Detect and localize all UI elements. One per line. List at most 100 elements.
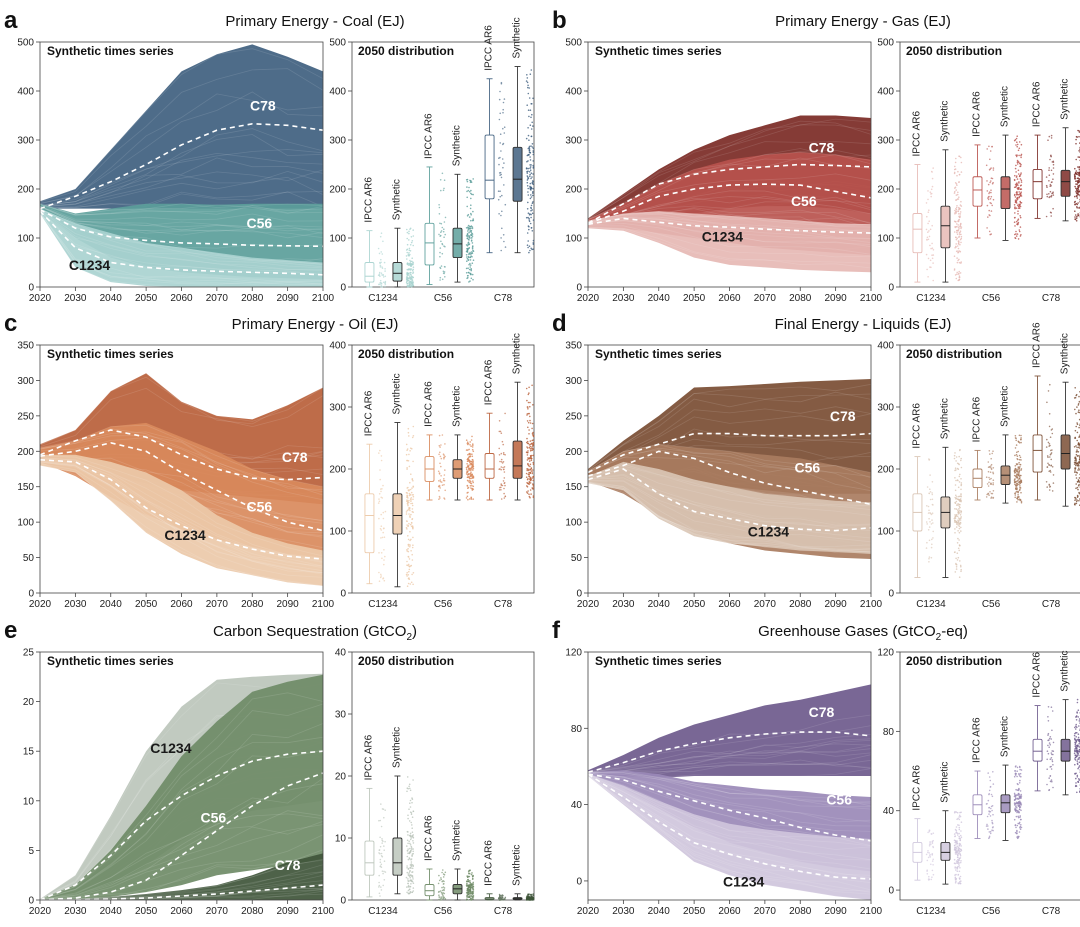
dist-point <box>531 121 533 124</box>
trajectory-line <box>40 203 323 216</box>
dist-point <box>1013 194 1016 197</box>
dist-point <box>955 526 958 528</box>
dist-point <box>532 125 534 127</box>
dist-point <box>956 230 958 232</box>
dist-point <box>466 463 468 465</box>
dist-point <box>926 869 928 871</box>
dist-point <box>530 227 533 229</box>
dist-point <box>379 845 382 848</box>
box-label: Synthetic <box>1000 716 1011 757</box>
dist-point <box>377 274 380 277</box>
x-tick-label: 2020 <box>577 293 600 304</box>
dist-point <box>931 860 934 862</box>
dist-point <box>1019 487 1022 489</box>
dist-point <box>443 454 445 457</box>
dist-point <box>526 81 529 84</box>
dist-point <box>991 822 994 825</box>
dist-point <box>989 478 991 481</box>
dist-point <box>411 801 413 804</box>
dist-point <box>987 183 990 186</box>
x-tick-label: 2020 <box>29 293 52 304</box>
dist-point <box>954 187 956 189</box>
dist-point <box>989 830 992 833</box>
dist-point <box>928 830 931 833</box>
trajectory-line <box>40 204 323 216</box>
dist-point <box>468 190 471 193</box>
dist-point <box>467 498 469 501</box>
dist-point <box>1048 193 1050 195</box>
dist-point <box>988 835 991 838</box>
dist-point <box>957 817 959 820</box>
dist-point <box>958 544 961 547</box>
dist-point <box>412 836 414 838</box>
dist-point <box>1020 479 1023 482</box>
dist-point <box>928 845 931 847</box>
dist-point <box>955 221 957 223</box>
dist-point <box>470 474 472 477</box>
dist-y-tick-label: 0 <box>340 589 346 600</box>
trajectory-line <box>588 482 871 553</box>
dist-point <box>468 263 470 266</box>
dist-point <box>498 213 500 215</box>
dist-point <box>529 222 532 225</box>
dist-point <box>1016 182 1018 184</box>
dist-point <box>1018 788 1020 791</box>
dist-point <box>1077 469 1079 471</box>
dist-point <box>380 573 382 576</box>
dist-point <box>955 494 957 497</box>
y-tick-label: 0 <box>576 589 582 600</box>
dist-point <box>471 219 474 222</box>
dist-point <box>1076 439 1078 442</box>
dist-point <box>471 227 474 230</box>
dist-point <box>1073 734 1076 737</box>
distribution-frame <box>351 41 535 288</box>
box-label: IPCC AR6 <box>972 91 983 137</box>
dist-point <box>1078 409 1080 412</box>
dist-point <box>467 891 469 894</box>
dist-point <box>499 133 502 135</box>
dist-point <box>1019 772 1022 775</box>
dist-point <box>532 243 535 245</box>
dist-point <box>956 233 959 236</box>
dist-point <box>504 454 506 456</box>
dist-point <box>1049 766 1051 768</box>
dist-point <box>1074 437 1076 439</box>
dist-point <box>954 514 956 516</box>
dist-point <box>930 556 933 559</box>
dist-point <box>1076 450 1078 453</box>
dist-point <box>960 836 963 838</box>
dist-point <box>958 235 960 238</box>
dist-point <box>987 216 989 218</box>
dist-point <box>1014 808 1017 811</box>
dist-point <box>412 878 414 880</box>
y-tick-label: 300 <box>17 376 34 387</box>
dist-point <box>409 260 412 263</box>
dist-point <box>471 464 474 466</box>
dist-point <box>379 279 382 282</box>
dist-point <box>958 527 961 530</box>
dist-point <box>926 505 928 507</box>
median-line-C78 <box>40 122 323 210</box>
dist-point <box>1046 401 1048 404</box>
dist-point <box>1018 182 1020 184</box>
x-tick-label: 2070 <box>206 599 229 610</box>
dist-y-tick-label: 0 <box>888 589 894 600</box>
dist-point <box>525 476 528 479</box>
trajectory-line <box>40 208 323 268</box>
dist-point <box>1052 741 1055 744</box>
dist-point <box>931 512 934 514</box>
dist-point <box>409 811 412 813</box>
dist-point <box>1076 746 1078 748</box>
dist-point <box>378 273 381 275</box>
dist-point <box>1017 816 1020 819</box>
dist-point <box>442 876 445 878</box>
dist-point <box>928 556 931 558</box>
dist-point <box>1018 773 1020 776</box>
y-tick-label: 400 <box>17 87 34 98</box>
dist-point <box>530 213 532 216</box>
dist-point <box>526 481 528 484</box>
dist-point <box>471 251 473 253</box>
trajectory-line <box>588 775 871 900</box>
box-label: IPCC AR6 <box>363 177 374 223</box>
dist-point <box>529 422 532 424</box>
